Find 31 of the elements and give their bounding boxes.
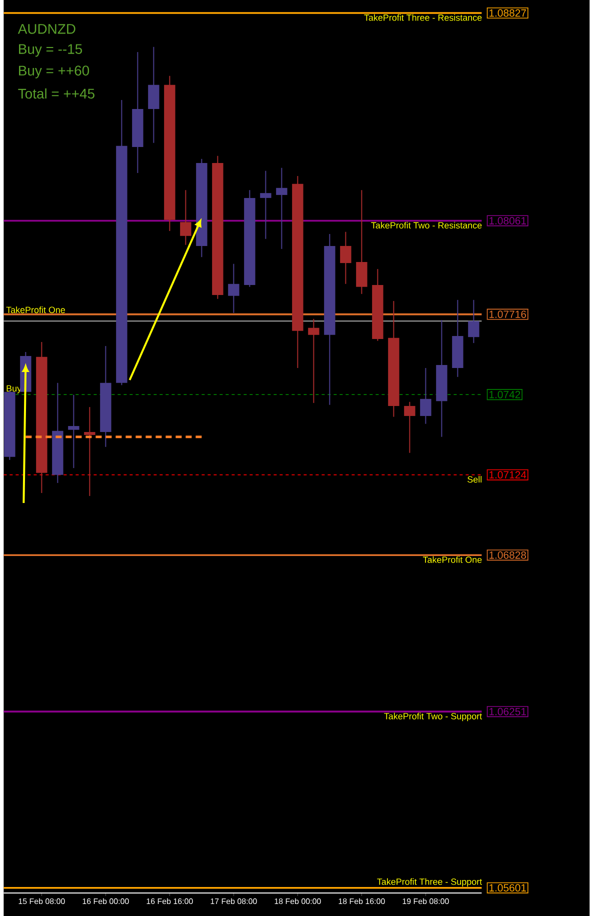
ref-line-label: TakeProfit One [423,556,482,563]
ref-line-label: TakeProfit One [6,306,66,314]
candlestick [68,394,80,469]
y-tick-label: 1.08061 [490,217,526,224]
ref-line-label: TakeProfit Two - Support [384,712,482,722]
annotation: Buy = ++60 [19,66,90,78]
y-tick-label: 1.06251 [490,708,526,716]
candlestick [420,367,432,424]
ref-line-label: Buy [6,385,22,394]
y-tick-label: 1.07124 [490,471,526,479]
ref-line-label: Sell [468,476,482,483]
candlestick [308,318,320,404]
candlestick [404,401,416,454]
y-tick-label: 1.08827 [490,9,526,17]
candlestick [340,231,352,284]
ref-line-label: TakeProfit Two - Resistance [371,222,482,229]
y-tick-label: 1.07716 [490,310,526,318]
candlestick [260,170,272,240]
ref-line-label: TakeProfit Three - Support [377,878,482,887]
candlestick [228,263,240,314]
y-tick-label: 1.05601 [490,884,526,892]
candlestick [180,190,192,246]
candlestick [84,406,96,496]
y-tick-label: 1.0742 [490,390,520,398]
candlestick [276,167,288,250]
y-tick-label: 1.06828 [490,551,526,559]
text: AUDNZD [18,24,76,34]
annotation: Buy = --15 [19,44,82,57]
ref-line-label: TakeProfit Three - Resistance [364,14,482,21]
annotation: Total = ++45 [18,88,95,99]
candlestick [468,299,480,344]
